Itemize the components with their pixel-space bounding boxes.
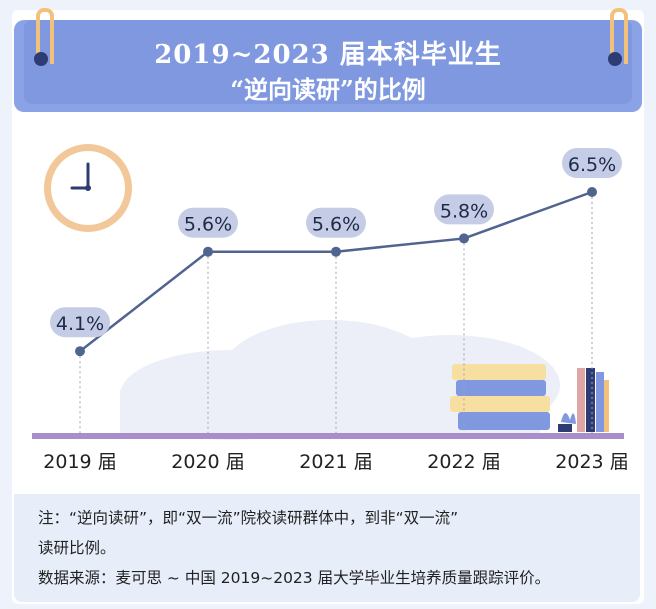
data-points bbox=[75, 187, 597, 357]
background-cloud-decoration bbox=[120, 320, 560, 440]
chart-title-line2: “逆向读研”的比例 bbox=[230, 75, 426, 104]
data-source-note: 数据来源：麦可思 ~ 中国 2019~2023 届大学毕业生培养质量跟踪评价。 bbox=[38, 569, 551, 587]
data-label-pill bbox=[178, 207, 238, 238]
x-tick-label: 2019 届 bbox=[43, 451, 116, 473]
data-label: 5.8% bbox=[440, 200, 488, 222]
data-point bbox=[459, 233, 469, 244]
binder-hook-right bbox=[610, 8, 628, 64]
books-illustration-icon bbox=[450, 364, 609, 432]
data-label: 6.5% bbox=[568, 154, 616, 176]
data-label: 4.1% bbox=[56, 313, 104, 335]
x-axis-baseline bbox=[32, 433, 624, 439]
data-point bbox=[75, 346, 85, 357]
data-point bbox=[203, 246, 213, 257]
x-tick-label: 2021 届 bbox=[299, 451, 372, 473]
binder-ring-right bbox=[608, 52, 622, 66]
drop-lines bbox=[79, 192, 593, 433]
x-tick-label: 2020 届 bbox=[171, 451, 244, 473]
x-tick-label: 2023 届 bbox=[555, 451, 628, 473]
notes-panel: 注：“逆向读研”，即“双一流”院校读研群体中，到非“双一流” 读研比例。 数据来… bbox=[14, 494, 640, 602]
x-tick-labels: 2019 届 2020 届 2021 届 2022 届 2023 届 bbox=[43, 451, 628, 473]
data-point bbox=[587, 187, 597, 197]
data-point bbox=[331, 246, 341, 257]
clock-icon bbox=[44, 144, 132, 232]
note-definition-continued: 读研比例。 bbox=[38, 539, 116, 557]
chart-title-line1: 2019~2023 届本科毕业生 bbox=[154, 40, 502, 70]
data-label-pill bbox=[562, 148, 622, 178]
binder-ring-left bbox=[34, 52, 48, 66]
data-labels: 4.1% 5.6% 5.6% 5.8% 6.5% bbox=[50, 148, 622, 338]
data-label-pill bbox=[50, 307, 110, 338]
x-tick-label: 2022 届 bbox=[427, 451, 500, 473]
data-label: 5.6% bbox=[184, 214, 232, 236]
note-definition: 注：“逆向读研”，即“双一流”院校读研群体中，到非“双一流” bbox=[38, 509, 459, 527]
binder-hook-left bbox=[36, 8, 54, 64]
title-box: 2019~2023 届本科毕业生 “逆向读研”的比例 bbox=[24, 20, 632, 104]
data-label-pill bbox=[306, 207, 366, 238]
data-label-pill bbox=[434, 194, 494, 225]
data-label: 5.6% bbox=[312, 214, 360, 236]
